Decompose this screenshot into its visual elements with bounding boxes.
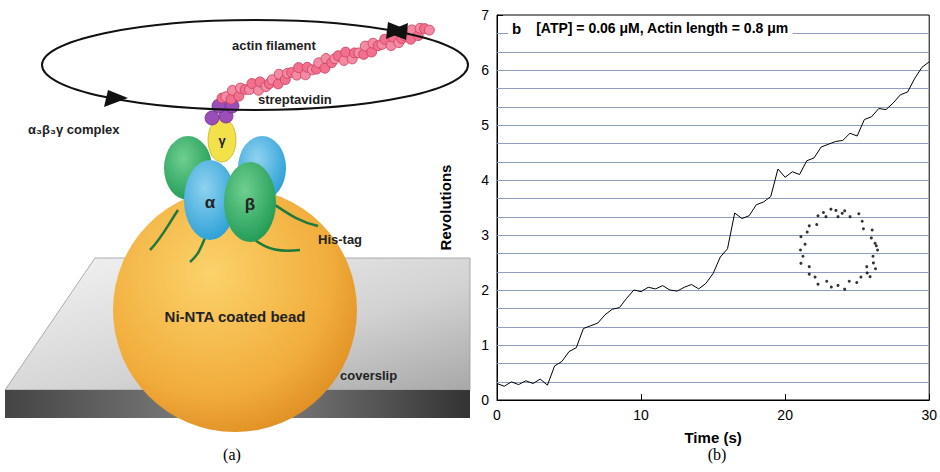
svg-text:β: β [245,195,255,214]
svg-text:2: 2 [481,282,489,298]
svg-text:His-tag: His-tag [318,232,362,247]
svg-text:Ni-NTA coated bead: Ni-NTA coated bead [165,308,306,325]
svg-text:α₃β₃γ complex: α₃β₃γ complex [28,122,120,137]
svg-text:0: 0 [493,407,501,423]
svg-text:[ATP] = 0.06 μM, Actin length: [ATP] = 0.06 μM, Actin length = 0.8 μm [536,20,788,36]
svg-text:3: 3 [481,227,489,243]
svg-text:Time (s): Time (s) [684,429,741,446]
svg-text:30: 30 [921,407,937,423]
svg-text:1: 1 [481,337,489,353]
svg-text:streptavidin: streptavidin [258,92,332,107]
svg-text:Revolutions: Revolutions [437,165,454,251]
svg-text:(a): (a) [223,446,241,464]
svg-text:4: 4 [481,172,489,188]
svg-text:coverslip: coverslip [340,368,397,383]
svg-text:α: α [205,193,216,212]
svg-text:6: 6 [481,62,489,78]
svg-text:0: 0 [481,392,489,408]
svg-text:actin filament: actin filament [232,38,316,53]
svg-text:b: b [512,20,521,37]
svg-text:(b): (b) [708,446,727,464]
svg-text:20: 20 [777,407,793,423]
svg-text:5: 5 [481,117,489,133]
svg-text:10: 10 [633,407,649,423]
svg-text:γ: γ [218,133,226,148]
svg-text:7: 7 [481,7,489,23]
